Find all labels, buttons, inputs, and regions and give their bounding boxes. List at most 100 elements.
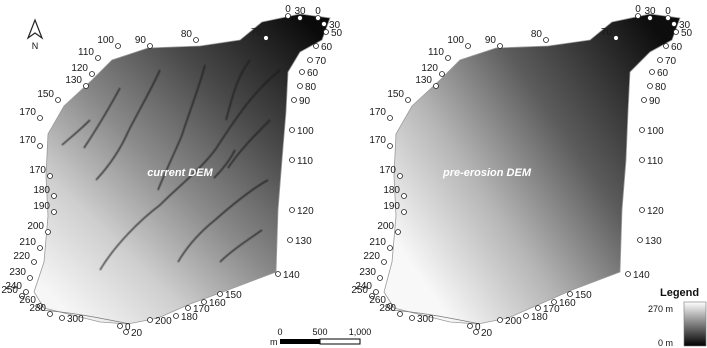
boundary-label: 260 [19, 295, 36, 306]
boundary-label: 130 [645, 236, 662, 247]
boundary-label: 170 [369, 107, 386, 118]
boundary-label: 150 [575, 290, 592, 301]
boundary-point [51, 193, 57, 199]
boundary-label: 170 [369, 135, 386, 146]
boundary-point [543, 37, 549, 43]
boundary-label: 0 [635, 4, 641, 15]
boundary-point [405, 97, 411, 103]
boundary-label: 110 [297, 156, 313, 167]
boundary-label: 220 [13, 251, 30, 262]
boundary-label: 150 [387, 89, 404, 100]
scale-unit: m [270, 337, 278, 347]
boundary-label: 180 [33, 185, 50, 196]
boundary-label: 30 [679, 20, 691, 31]
boundary-point [567, 291, 573, 297]
boundary-point [55, 97, 61, 103]
boundary-point [625, 271, 631, 277]
boundary-point [47, 173, 53, 179]
boundary-point [639, 157, 645, 163]
current-dem-watershed [33, 13, 331, 325]
boundary-label: 110 [428, 47, 444, 58]
boundary-label: 70 [251, 27, 263, 38]
boundary-label: 120 [421, 63, 438, 74]
boundary-label: 140 [633, 270, 650, 281]
boundary-label: 70 [315, 56, 327, 67]
pre-erosion-dem-watershed [383, 13, 681, 325]
boundary-label: 200 [155, 316, 172, 327]
boundary-point [639, 207, 645, 213]
boundary-point [299, 69, 305, 75]
boundary-point [369, 293, 375, 299]
boundary-label: 190 [383, 201, 400, 212]
boundary-label: 60 [657, 68, 669, 79]
boundary-point [439, 71, 445, 77]
boundary-label: 20 [481, 328, 493, 339]
boundary-label: 200 [377, 221, 394, 232]
boundary-label: 230 [359, 267, 376, 278]
legend-title: Legend [660, 287, 699, 299]
map-title: pre-erosion DEM [442, 167, 532, 179]
boundary-point [657, 57, 663, 63]
boundary-point [387, 115, 393, 121]
boundary-point [147, 43, 153, 49]
boundary-label: 230 [9, 267, 26, 278]
boundary-label: 180 [531, 312, 548, 323]
boundary-point [551, 299, 557, 305]
boundary-point [291, 97, 297, 103]
boundary-point [387, 245, 393, 251]
boundary-point [115, 43, 121, 49]
boundary-label: 100 [297, 126, 314, 137]
boundary-point [673, 29, 679, 35]
legend-ramp [683, 301, 707, 347]
boundary-label: 0 [475, 322, 481, 333]
boundary-label: 160 [209, 298, 226, 309]
boundary-label: 70 [665, 56, 677, 67]
boundary-label: 200 [27, 221, 44, 232]
boundary-point [409, 315, 415, 321]
boundary-label: 210 [369, 237, 386, 248]
boundary-point [37, 303, 43, 309]
boundary-labels: 0 30 0607080901001101201301501701701701801… [1, 4, 342, 339]
boundary-point [315, 15, 321, 21]
boundary-label: 260 [369, 295, 386, 306]
boundary-point [665, 15, 671, 21]
boundary-label: 30 [294, 6, 306, 17]
boundary-point [323, 29, 329, 35]
boundary-label: 120 [647, 206, 664, 217]
boundary-label: 150 [37, 89, 54, 100]
boundary-point [201, 299, 207, 305]
boundary-label: 300 [67, 314, 84, 325]
boundary-point [387, 143, 393, 149]
boundary-label: 240 [355, 281, 372, 292]
boundary-point [613, 35, 619, 41]
boundary-point [95, 55, 101, 61]
boundary-point [397, 173, 403, 179]
boundary-point [287, 237, 293, 243]
boundary-point [37, 115, 43, 121]
boundary-labels: 0 30 0607080901001101201301501701701701801… [351, 4, 692, 339]
boundary-label: 240 [5, 281, 22, 292]
boundary-point [89, 71, 95, 77]
map-title: current DEM [147, 167, 213, 179]
boundary-label: 0 [285, 4, 291, 15]
boundary-label: 20 [131, 328, 143, 339]
boundary-label: 300 [417, 314, 434, 325]
boundary-point [381, 259, 387, 265]
boundary-label: 160 [559, 298, 576, 309]
boundary-label: 80 [655, 82, 667, 93]
boundary-label: 110 [647, 156, 663, 167]
boundary-label: 80 [305, 82, 317, 93]
boundary-point [373, 289, 379, 295]
boundary-label: 120 [297, 206, 314, 217]
boundary-point [401, 209, 407, 215]
boundary-label: 50 [331, 28, 343, 39]
boundary-label: 90 [299, 96, 311, 107]
boundary-point [497, 43, 503, 49]
boundary-point [467, 323, 473, 329]
boundary-point [649, 69, 655, 75]
boundary-label: 110 [78, 47, 94, 58]
boundary-point [401, 193, 407, 199]
boundary-point [263, 35, 269, 41]
boundary-label: 200 [505, 316, 522, 327]
